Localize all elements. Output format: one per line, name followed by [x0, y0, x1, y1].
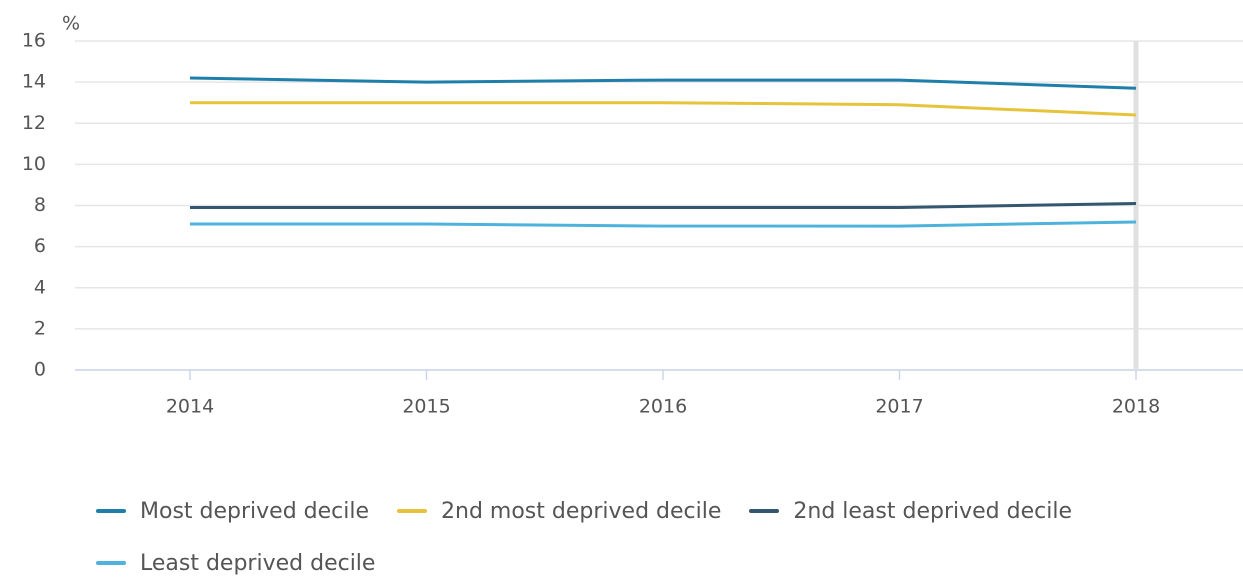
legend-swatch [96, 561, 126, 565]
y-tick-label: 12 [22, 112, 46, 134]
chart: % 0 2 4 6 8 10 12 14 16 2014 2015 2016 2017 2018 [22, 13, 1243, 418]
legend-item[interactable]: 2nd most deprived decile [397, 494, 721, 528]
y-tick-label: 2 [34, 317, 46, 339]
x-tick-label: 2017 [875, 396, 923, 418]
x-tick-label: 2016 [639, 396, 687, 418]
y-tick-label: 6 [34, 235, 46, 257]
legend-label: Most deprived decile [140, 498, 370, 524]
legend-item[interactable]: Most deprived decile [96, 494, 369, 528]
y-tick-label: 14 [22, 71, 46, 93]
series-line [189, 76, 1137, 90]
series-line [190, 101, 1137, 117]
y-tick-label: 0 [34, 359, 46, 381]
legend-swatch [96, 509, 126, 513]
legend-swatch [397, 509, 428, 513]
x-tick-label: 2015 [402, 396, 450, 418]
legend: Most deprived decile 2nd most deprived de… [96, 494, 1241, 580]
y-tick-label: 16 [22, 30, 46, 52]
legend-item[interactable]: 2nd least deprived decile [749, 494, 1072, 528]
y-tick-label: 10 [22, 153, 46, 175]
y-axis-label: % [62, 13, 80, 35]
legend-item[interactable]: Least deprived decile [96, 546, 375, 580]
legend-swatch [749, 509, 780, 513]
y-tick-label: 4 [34, 276, 46, 298]
legend-label: 2nd most deprived decile [441, 498, 722, 524]
x-tick-label: 2014 [166, 396, 214, 418]
x-tick-label: 2018 [1112, 396, 1160, 418]
legend-label: Least deprived decile [140, 550, 376, 576]
y-tick-label: 8 [34, 194, 46, 216]
series-line [190, 201, 1137, 210]
legend-label: 2nd least deprived decile [793, 498, 1072, 524]
series-line [190, 220, 1137, 228]
